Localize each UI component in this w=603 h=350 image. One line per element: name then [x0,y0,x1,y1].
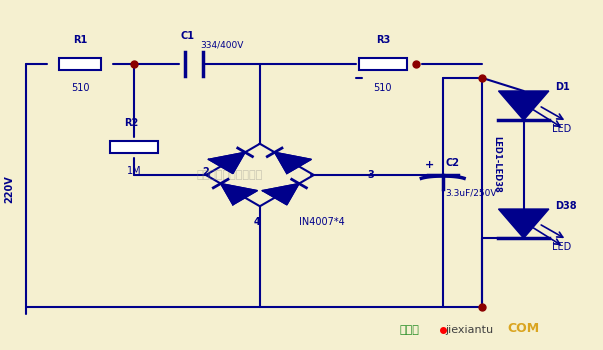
Text: R2: R2 [124,118,138,128]
Text: 接线图: 接线图 [400,325,420,335]
Bar [110,141,158,153]
Text: +: + [425,160,434,170]
Text: D1: D1 [555,83,570,92]
Text: COM: COM [508,322,540,335]
Text: 2: 2 [202,167,209,176]
Text: LED1-LED38: LED1-LED38 [492,136,501,193]
Text: R1: R1 [73,35,87,45]
Polygon shape [221,183,257,205]
Text: 510: 510 [373,83,392,93]
Polygon shape [209,152,245,174]
Polygon shape [499,91,549,120]
Text: IN4007*4: IN4007*4 [299,217,344,227]
Text: 4: 4 [253,217,260,227]
Text: C1: C1 [181,31,195,41]
Bar [359,58,407,70]
Text: 1M: 1M [127,166,141,176]
Bar [59,58,101,70]
Polygon shape [262,183,299,205]
Text: 510: 510 [71,83,89,93]
Text: LED: LED [552,124,571,134]
Polygon shape [274,152,311,174]
Text: 3: 3 [368,170,374,180]
Text: C2: C2 [446,158,459,168]
Text: LED: LED [552,241,571,252]
Text: 334/400V: 334/400V [200,41,243,50]
Text: 杭州将睿科技有限公司: 杭州将睿科技有限公司 [197,170,263,180]
Text: R3: R3 [376,35,390,45]
Polygon shape [499,209,549,238]
Text: 220V: 220V [4,175,14,203]
Text: jiexiantu: jiexiantu [446,325,494,335]
Text: D38: D38 [555,201,576,211]
Text: 3.3uF/250V: 3.3uF/250V [446,189,497,198]
